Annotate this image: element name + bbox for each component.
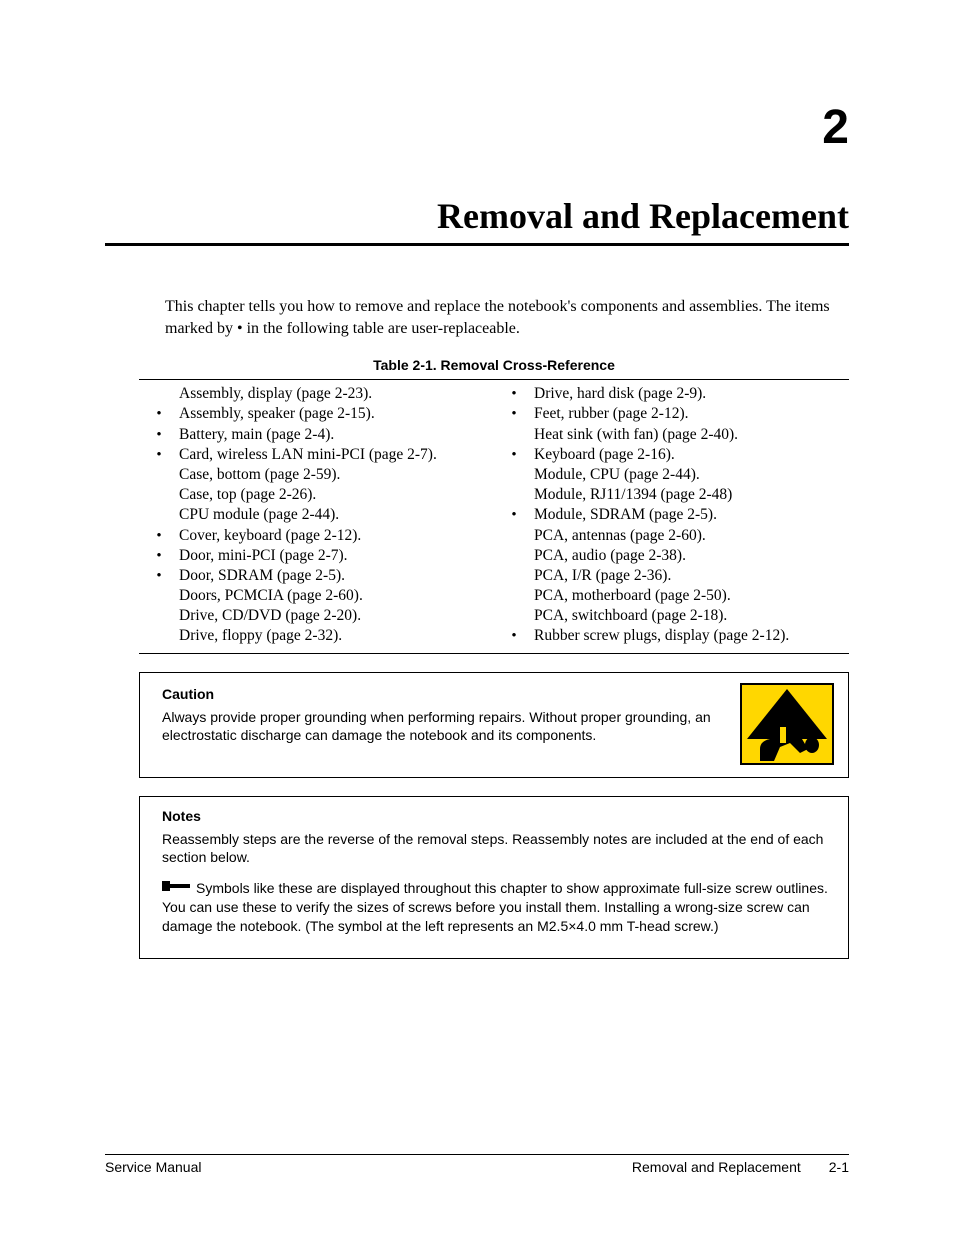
xref-text: PCA, antennas (page 2-60). [534,526,849,546]
xref-text: Rubber screw plugs, display (page 2-12). [534,626,849,646]
xref-item: •Module, RJ11/1394 (page 2-48) [494,485,849,505]
xref-text: Heat sink (with fan) (page 2-40). [534,425,849,445]
xref-item: •Drive, CD/DVD (page 2-20). [139,606,494,626]
caution-box: Caution Always provide proper grounding … [139,672,849,778]
xref-text: Door, SDRAM (page 2-5). [179,566,494,586]
xref-item: •Heat sink (with fan) (page 2-40). [494,425,849,445]
xref-text: Assembly, speaker (page 2-15). [179,404,494,424]
xref-item: •PCA, switchboard (page 2-18). [494,606,849,626]
xref-item: •PCA, audio (page 2-38). [494,546,849,566]
xref-text: Drive, hard disk (page 2-9). [534,384,849,404]
notes-p2: Symbols like these are displayed through… [162,877,834,936]
xref-item: •CPU module (page 2-44). [139,505,494,525]
xref-text: Drive, CD/DVD (page 2-20). [179,606,494,626]
xref-item: •Assembly, display (page 2-23). [139,384,494,404]
xref-item: •Case, top (page 2-26). [139,485,494,505]
bullet-icon: • [139,567,179,586]
xref-item: •PCA, motherboard (page 2-50). [494,586,849,606]
notes-p2-text: Symbols like these are displayed through… [162,880,828,934]
xref-text: Module, CPU (page 2-44). [534,465,849,485]
notes-p1: Reassembly steps are the reverse of the … [162,830,834,868]
footer-left: Service Manual [105,1159,202,1175]
xref-item: •Assembly, speaker (page 2-15). [139,404,494,424]
intro-paragraph: This chapter tells you how to remove and… [105,296,849,339]
caution-text-block: Caution Always provide proper grounding … [162,683,722,746]
xref-text: Doors, PCMCIA (page 2-60). [179,586,494,606]
bullet-icon: • [139,527,179,546]
xref-text: CPU module (page 2-44). [179,505,494,525]
caution-text: Always provide proper grounding when per… [162,708,722,746]
xref-item: •Battery, main (page 2-4). [139,425,494,445]
esd-icon [740,683,834,765]
xref-item: •PCA, antennas (page 2-60). [494,526,849,546]
xref-text: Feet, rubber (page 2-12). [534,404,849,424]
notes-heading: Notes [162,807,834,826]
screw-icon [162,877,190,896]
xref-text: Module, RJ11/1394 (page 2-48) [534,485,849,505]
bullet-icon: • [139,446,179,465]
bullet-icon: • [494,446,534,465]
xref-item: •Drive, floppy (page 2-32). [139,626,494,646]
xref-item: •Card, wireless LAN mini-PCI (page 2-7). [139,445,494,465]
xref-text: Cover, keyboard (page 2-12). [179,526,494,546]
footer-section: Removal and Replacement [632,1159,801,1175]
xref-text: Assembly, display (page 2-23). [179,384,494,404]
bullet-icon: • [139,426,179,445]
xref-text: Case, bottom (page 2-59). [179,465,494,485]
xref-text: PCA, switchboard (page 2-18). [534,606,849,626]
title-rule [105,243,849,246]
xref-text: PCA, I/R (page 2-36). [534,566,849,586]
footer-rule [105,1154,849,1155]
page-footer: Service Manual Removal and Replacement 2… [105,1154,849,1175]
xref-text: PCA, motherboard (page 2-50). [534,586,849,606]
xref-text: Drive, floppy (page 2-32). [179,626,494,646]
xref-text: Door, mini-PCI (page 2-7). [179,546,494,566]
caution-heading: Caution [162,685,722,704]
xref-table: •Assembly, display (page 2-23).•Assembly… [139,379,849,653]
bullet-icon: • [139,547,179,566]
footer-page-number: 2-1 [829,1159,849,1175]
chapter-title: Removal and Replacement [105,195,849,237]
bullet-icon: • [494,405,534,424]
xref-item: •Module, CPU (page 2-44). [494,465,849,485]
xref-item: •Doors, PCMCIA (page 2-60). [139,586,494,606]
xref-item: •Case, bottom (page 2-59). [139,465,494,485]
bullet-icon: • [494,385,534,404]
xref-item: •Keyboard (page 2-16). [494,445,849,465]
bullet-icon: • [494,627,534,646]
page: 2 Removal and Replacement This chapter t… [0,0,954,1235]
xref-text: Keyboard (page 2-16). [534,445,849,465]
xref-column-right: •Drive, hard disk (page 2-9).•Feet, rubb… [494,384,849,646]
chapter-number: 2 [105,100,849,155]
xref-item: •Module, SDRAM (page 2-5). [494,505,849,525]
xref-item: •Drive, hard disk (page 2-9). [494,384,849,404]
notes-box: Notes Reassembly steps are the reverse o… [139,796,849,959]
xref-text: Battery, main (page 2-4). [179,425,494,445]
xref-text: PCA, audio (page 2-38). [534,546,849,566]
xref-text: Case, top (page 2-26). [179,485,494,505]
xref-item: •PCA, I/R (page 2-36). [494,566,849,586]
xref-item: •Rubber screw plugs, display (page 2-12)… [494,626,849,646]
table-caption: Table 2-1. Removal Cross-Reference [105,357,849,373]
xref-text: Module, SDRAM (page 2-5). [534,505,849,525]
xref-column-left: •Assembly, display (page 2-23).•Assembly… [139,384,494,646]
bullet-icon: • [139,405,179,424]
notes-body: Reassembly steps are the reverse of the … [162,830,834,936]
xref-item: •Cover, keyboard (page 2-12). [139,526,494,546]
xref-item: •Door, SDRAM (page 2-5). [139,566,494,586]
xref-item: •Door, mini-PCI (page 2-7). [139,546,494,566]
bullet-icon: • [494,506,534,525]
xref-item: •Feet, rubber (page 2-12). [494,404,849,424]
xref-text: Card, wireless LAN mini-PCI (page 2-7). [179,445,494,465]
